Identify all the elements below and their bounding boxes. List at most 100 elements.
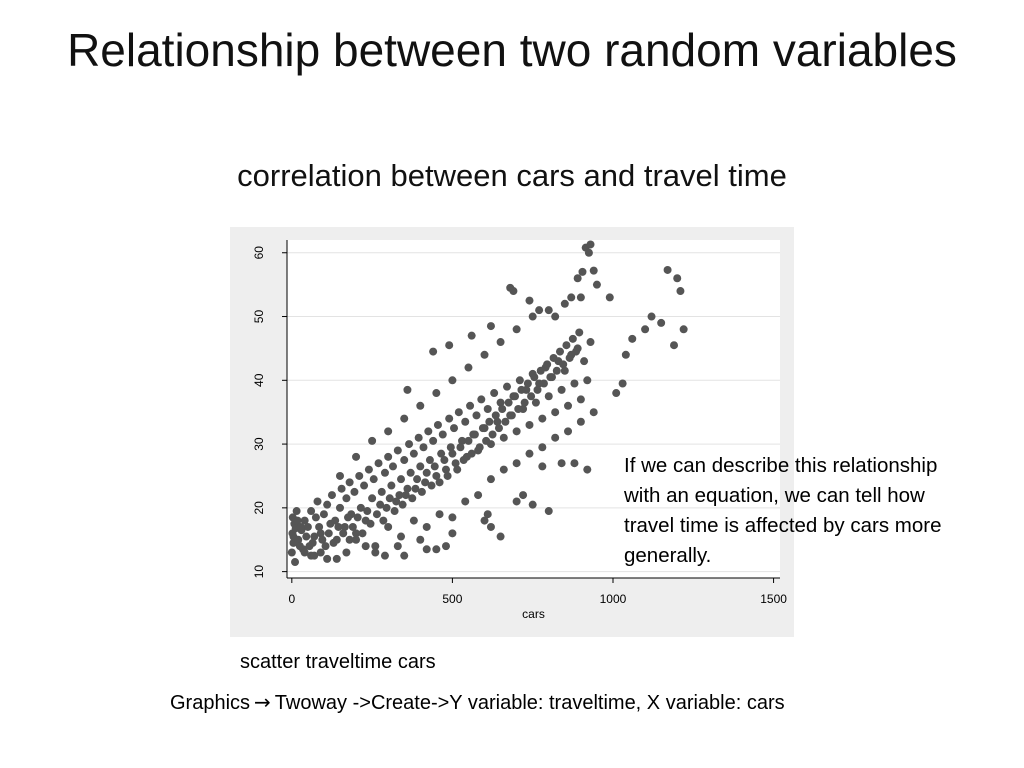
data-point <box>401 491 410 500</box>
data-point <box>512 459 521 468</box>
menu-path: Graphics → Twoway ->Create->Y variable: tr… <box>170 688 785 717</box>
data-point <box>605 293 614 302</box>
annotation-line: travel time is affected by cars more <box>624 514 942 537</box>
data-point <box>450 424 459 433</box>
data-point <box>417 487 426 496</box>
data-point <box>372 510 381 519</box>
data-point <box>576 395 585 404</box>
data-point <box>393 542 402 551</box>
data-point <box>538 414 547 423</box>
x-tick-label: 500 <box>442 592 462 606</box>
data-point <box>453 465 462 474</box>
data-point <box>467 449 476 458</box>
data-point <box>475 443 484 452</box>
data-point <box>435 510 444 519</box>
data-point <box>440 456 449 465</box>
data-point <box>543 360 552 369</box>
data-point <box>512 497 521 506</box>
data-point <box>384 427 393 436</box>
data-point <box>316 529 325 538</box>
data-point <box>352 535 361 544</box>
data-point <box>352 529 361 538</box>
data-point <box>400 456 409 465</box>
data-point <box>295 542 304 551</box>
data-point <box>491 411 500 420</box>
data-point <box>474 491 483 500</box>
y-tick-label: 20 <box>252 501 266 515</box>
data-point <box>448 376 457 385</box>
data-point <box>348 522 357 531</box>
data-point <box>345 535 354 544</box>
annotation-line: If we can describe this relationship <box>624 454 938 477</box>
data-point <box>477 395 486 404</box>
data-point <box>382 503 391 512</box>
data-point <box>533 385 542 394</box>
data-point <box>390 507 399 516</box>
y-tick-label: 40 <box>252 373 266 387</box>
data-point <box>387 481 396 490</box>
data-point <box>451 459 460 468</box>
data-point <box>657 318 666 327</box>
data-point <box>427 481 436 490</box>
data-point <box>334 522 343 531</box>
data-point <box>486 522 495 531</box>
data-point <box>490 389 499 398</box>
data-point <box>519 491 528 500</box>
data-point <box>318 535 327 544</box>
data-point <box>535 306 544 315</box>
data-point <box>406 468 415 477</box>
data-point <box>551 433 560 442</box>
data-point <box>319 510 328 519</box>
data-point <box>384 522 393 531</box>
data-point <box>511 392 520 401</box>
data-point <box>459 456 468 465</box>
data-point <box>578 267 587 276</box>
scatter-chart-svg: 10 20 30 40 50 60 0 500 1000 1500 cars <box>252 240 787 621</box>
data-point <box>329 538 338 547</box>
data-point <box>445 414 454 423</box>
data-point <box>544 392 553 401</box>
data-point <box>493 417 502 426</box>
data-point <box>612 389 621 398</box>
data-point <box>472 411 481 420</box>
data-point <box>337 484 346 493</box>
data-point <box>371 542 380 551</box>
data-point <box>560 299 569 308</box>
data-point <box>307 507 316 516</box>
right-arrow-icon: → <box>254 690 271 714</box>
data-point <box>538 443 547 452</box>
data-point <box>573 274 582 283</box>
data-point <box>498 405 507 413</box>
data-point <box>403 484 412 493</box>
data-point <box>559 360 568 369</box>
data-point <box>544 507 553 516</box>
data-point <box>315 522 324 531</box>
slide-subtitle: correlation between cars and travel time <box>237 158 787 193</box>
scatter-chart: 10 20 30 40 50 60 0 500 1000 1500 cars <box>230 227 794 637</box>
data-point <box>321 542 330 551</box>
data-point <box>376 500 385 509</box>
data-point <box>363 507 372 516</box>
data-point <box>310 551 319 560</box>
data-point <box>419 443 428 452</box>
data-point <box>437 449 446 458</box>
data-point <box>422 545 431 554</box>
data-point <box>403 385 412 394</box>
data-point <box>369 475 378 484</box>
data-point <box>496 532 505 541</box>
data-point <box>405 440 414 449</box>
data-point <box>568 334 577 343</box>
data-point <box>432 389 441 398</box>
y-tick-label: 50 <box>252 310 266 324</box>
data-point <box>464 363 473 372</box>
data-point <box>303 522 312 531</box>
data-point <box>458 436 467 445</box>
data-point <box>344 513 353 522</box>
data-point <box>355 471 364 480</box>
data-point <box>441 542 450 551</box>
data-point <box>397 532 406 541</box>
data-point <box>621 350 630 359</box>
menu-path-rest: Twoway ->Create->Y variable: traveltime,… <box>274 692 785 714</box>
data-point <box>408 494 417 503</box>
x-axis-title: cars <box>522 607 545 621</box>
